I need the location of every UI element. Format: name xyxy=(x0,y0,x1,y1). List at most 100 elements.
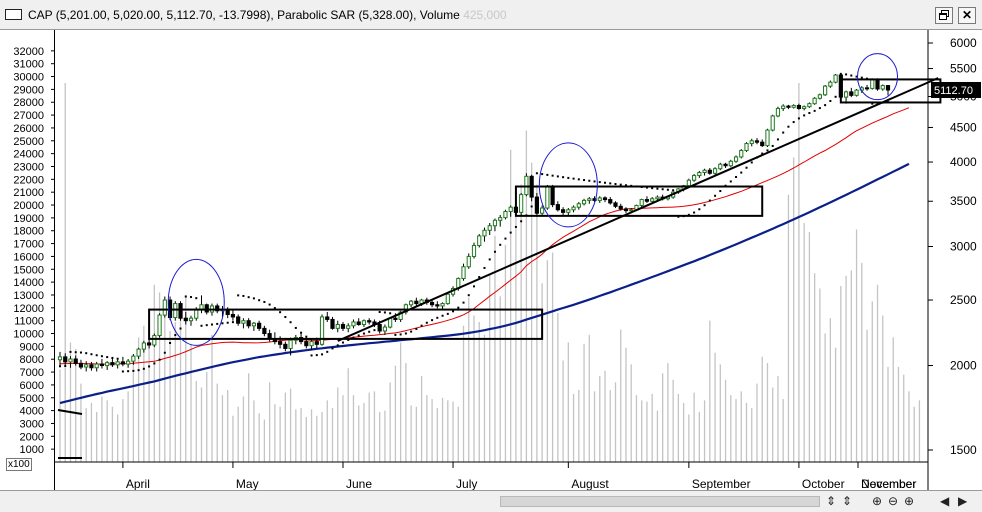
candle-body xyxy=(545,186,550,209)
parabolic-sar-dot xyxy=(520,220,523,223)
volume-tick-label: 3000 xyxy=(20,418,44,430)
volume-tick-label: 19000 xyxy=(13,213,44,225)
candle-body xyxy=(120,361,125,365)
parabolic-sar-dot xyxy=(69,350,72,353)
candle-body xyxy=(278,341,283,345)
parabolic-sar-dot xyxy=(535,172,538,175)
parabolic-sar-dot xyxy=(797,117,800,120)
scroll-left-icon[interactable]: ◀ xyxy=(940,494,950,508)
volume-layer xyxy=(59,82,921,462)
candle-body xyxy=(833,74,838,83)
price-chart[interactable]: 1000200030004000500060007000800090001000… xyxy=(0,30,982,490)
candle-body xyxy=(241,320,246,324)
candle-body xyxy=(325,316,330,320)
zoom-in-icon[interactable]: ⊕ xyxy=(872,494,883,508)
moving-average-line xyxy=(59,162,910,405)
scroll-vertical-icon[interactable]: ⇕ xyxy=(826,494,837,508)
volume-axis-panel xyxy=(0,30,55,490)
price-tick-label: 2500 xyxy=(950,293,977,307)
candle-body xyxy=(802,106,807,110)
parabolic-sar-dot xyxy=(651,187,654,190)
month-label: May xyxy=(236,477,259,490)
parabolic-sar-dot xyxy=(729,180,732,183)
parabolic-sar-dot xyxy=(237,294,240,297)
candle-body xyxy=(608,199,613,204)
parabolic-sar-dot xyxy=(263,300,266,303)
volume-tick-label: 28000 xyxy=(13,97,44,109)
parabolic-sar-dot xyxy=(111,356,114,359)
scroll-right-icon[interactable]: ▶ xyxy=(958,494,968,508)
horizontal-scrollbar[interactable] xyxy=(500,496,820,507)
candle-body xyxy=(57,356,63,361)
parabolic-sar-dot xyxy=(106,356,109,359)
candle-body xyxy=(215,305,220,312)
parabolic-sar-dot xyxy=(357,334,360,337)
candle-body xyxy=(760,141,765,147)
candle-body xyxy=(440,303,445,307)
parabolic-sar-dot xyxy=(824,104,827,107)
moving-average-line xyxy=(59,107,910,365)
candle-body xyxy=(733,156,739,162)
chart-window-icon xyxy=(5,9,22,20)
close-window-button[interactable]: ✕ xyxy=(958,7,976,24)
month-label: April xyxy=(126,477,150,490)
parabolic-sar-dot xyxy=(588,179,591,182)
title-bar: CAP (5,201.00, 5,020.00, 5,112.70, -13.7… xyxy=(0,0,982,30)
candle-body xyxy=(136,348,141,357)
candle-body xyxy=(319,316,325,345)
candle-body xyxy=(613,202,618,207)
volume-tick-label: 4000 xyxy=(20,406,44,418)
parabolic-sar-dot xyxy=(415,327,418,330)
candle-body xyxy=(346,325,351,329)
parabolic-sar-dot xyxy=(436,316,439,319)
parabolic-sar-dot xyxy=(284,316,287,319)
parabolic-sar-dot xyxy=(279,311,282,314)
parabolic-sar-dot xyxy=(174,334,177,337)
volume-tick-label: 26000 xyxy=(13,123,44,135)
candle-body xyxy=(162,299,167,316)
candle-body xyxy=(73,358,78,364)
parabolic-sar-dot xyxy=(179,327,182,330)
parabolic-sar-dot xyxy=(446,312,449,315)
parabolic-sar-dot xyxy=(813,109,816,112)
zoom-reset-icon[interactable]: ⊕ xyxy=(904,494,915,508)
zoom-out-icon[interactable]: ⊖ xyxy=(888,494,899,508)
candle-body xyxy=(749,140,754,145)
candle-body xyxy=(157,314,162,337)
candle-body xyxy=(304,341,309,347)
parabolic-sar-dot xyxy=(268,303,271,306)
parabolic-sar-dot xyxy=(499,243,502,246)
candle-body xyxy=(817,94,822,99)
candle-body xyxy=(581,199,587,205)
candle-body xyxy=(718,163,723,170)
parabolic-sar-dot xyxy=(305,335,308,338)
candle-body xyxy=(602,197,608,201)
parabolic-sar-dot xyxy=(148,365,151,368)
candle-body xyxy=(99,363,105,367)
candle-body xyxy=(78,362,84,368)
candle-body xyxy=(487,225,492,231)
candle-body xyxy=(508,206,513,212)
candle-body xyxy=(466,255,471,268)
candle-body xyxy=(141,342,146,350)
close-icon: ✕ xyxy=(961,8,973,22)
candle-body xyxy=(592,198,597,201)
parabolic-sar-dot xyxy=(326,350,329,353)
volume-tick-label: 23000 xyxy=(13,161,44,173)
parabolic-sar-dot xyxy=(315,354,318,357)
parabolic-sar-dot xyxy=(95,354,98,357)
volume-tick-label: 32000 xyxy=(13,46,44,58)
volume-tick-label: 5000 xyxy=(20,393,44,405)
parabolic-sar-dot xyxy=(850,74,853,77)
parabolic-sar-dot xyxy=(242,294,245,297)
volume-tick-label: 10000 xyxy=(13,329,44,341)
parabolic-sar-dot xyxy=(803,114,806,117)
candle-body xyxy=(618,205,623,210)
candle-body xyxy=(754,140,760,143)
restore-window-button[interactable] xyxy=(935,7,953,24)
parabolic-sar-dot xyxy=(567,176,570,179)
price-tick-label: 3500 xyxy=(950,194,977,208)
parabolic-sar-dot xyxy=(719,190,722,193)
parabolic-sar-dot xyxy=(614,183,617,186)
scroll-vertical-icon[interactable]: ⇕ xyxy=(842,494,853,508)
